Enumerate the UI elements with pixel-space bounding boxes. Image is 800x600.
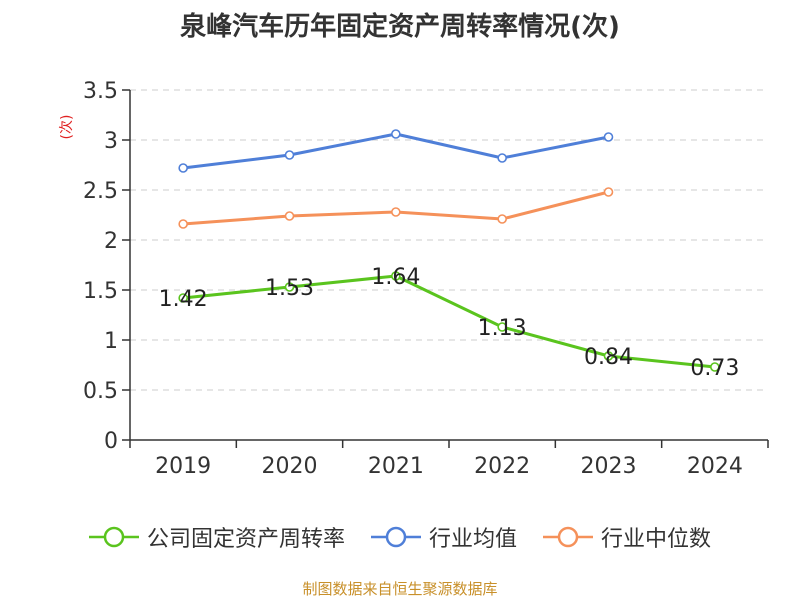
data-label: 1.64 xyxy=(371,265,420,290)
legend-label: 行业均值 xyxy=(428,527,517,552)
legend-label: 行业中位数 xyxy=(601,527,712,552)
data-point[interactable] xyxy=(391,207,401,217)
source-note: 制图数据来自恒生聚源数据库 xyxy=(302,580,498,598)
x-tick-label: 2022 xyxy=(474,454,530,479)
data-point[interactable] xyxy=(178,219,188,229)
legend-swatch-marker xyxy=(103,526,125,548)
legend-swatch-marker xyxy=(385,526,407,548)
data-point[interactable] xyxy=(497,214,507,224)
y-tick-label: 1 xyxy=(104,329,118,354)
data-point[interactable] xyxy=(603,132,614,142)
data-point[interactable] xyxy=(391,129,401,139)
y-tick-label: 3 xyxy=(104,129,118,154)
gridlines xyxy=(130,89,768,391)
data-labels: 1.42 1.53 1.64 1.13 0.84 0.73 xyxy=(159,265,740,381)
legend-item-1[interactable]: 行业均值 xyxy=(370,521,517,553)
x-tick-label: 2020 xyxy=(262,454,318,479)
x-tick-label: 2023 xyxy=(581,454,637,479)
data-point[interactable] xyxy=(178,163,188,173)
data-point[interactable] xyxy=(178,293,188,303)
legend-item-2[interactable]: 行业中位数 xyxy=(543,521,711,553)
data-point[interactable] xyxy=(284,282,295,292)
y-tick-label: 3.5 xyxy=(83,79,118,104)
x-tick-label: 2019 xyxy=(155,454,211,479)
data-label: 1.53 xyxy=(265,276,314,301)
series-lines xyxy=(178,129,720,372)
y-tick-label: 1.5 xyxy=(83,279,118,304)
legend-swatch-marker xyxy=(557,526,579,548)
data-point[interactable] xyxy=(391,271,401,281)
y-tick-label: 0.5 xyxy=(83,379,118,404)
series-line-0 xyxy=(183,274,715,369)
y-tick-label: 0 xyxy=(104,429,118,454)
legend-swatch-icon xyxy=(370,526,421,548)
y-axis-title: (次) xyxy=(59,115,75,140)
line-chart: 0 0.5 1 1.5 2 2.5 3 3.5 2019 2020 2021 2022 2023 2024… xyxy=(59,79,769,479)
data-label: 1.42 xyxy=(159,287,208,312)
data-point[interactable] xyxy=(284,150,295,160)
data-point[interactable] xyxy=(710,362,720,372)
axes: 0 0.5 1 1.5 2 2.5 3 3.5 2019 2020 2021 2022 2023 2024 xyxy=(83,79,769,479)
y-tick-label: 2.5 xyxy=(83,179,118,204)
chart-title: 泉峰汽车历年固定资产周转率情况(次) xyxy=(180,12,620,42)
data-label: 1.13 xyxy=(478,316,527,341)
data-label: 0.84 xyxy=(584,345,633,370)
data-point[interactable] xyxy=(497,322,507,332)
x-tick-label: 2024 xyxy=(687,454,743,479)
y-tick-label: 2 xyxy=(104,229,118,254)
data-point[interactable] xyxy=(603,351,614,361)
x-tick-label: 2021 xyxy=(368,454,424,479)
legend-label: 公司固定资产周转率 xyxy=(146,527,345,552)
data-point[interactable] xyxy=(603,187,614,197)
legend-swatch-icon xyxy=(88,526,139,548)
legend: 公司固定资产周转率 行业均值 行业中位数 xyxy=(0,520,800,554)
legend-swatch-icon xyxy=(543,526,593,548)
legend-item-0[interactable]: 公司固定资产周转率 xyxy=(88,521,345,553)
data-point[interactable] xyxy=(497,153,507,163)
series-line-1 xyxy=(182,132,609,170)
data-point[interactable] xyxy=(284,211,295,221)
data-label: 0.73 xyxy=(690,356,739,381)
